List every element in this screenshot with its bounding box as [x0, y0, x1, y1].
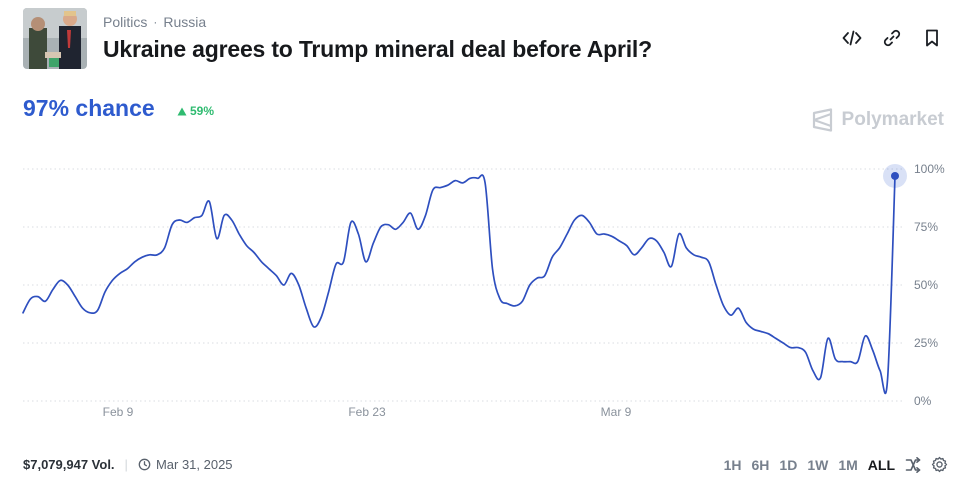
chance-delta: 59% [177, 104, 214, 118]
end-date: Mar 31, 2025 [138, 457, 233, 472]
range-6h[interactable]: 6H [751, 456, 770, 473]
category-link[interactable]: Politics [103, 14, 148, 30]
range-all[interactable]: ALL [867, 456, 895, 473]
end-date-text: Mar 31, 2025 [155, 457, 233, 472]
y-tick-label: 25% [914, 336, 938, 350]
market-title: Ukraine agrees to Trump mineral deal bef… [103, 36, 652, 62]
chance-value: 97% chance [23, 95, 155, 121]
y-tick-label: 50% [914, 278, 938, 292]
market-thumbnail [23, 8, 87, 69]
header-actions [840, 26, 944, 50]
breadcrumb: Politics · Russia [103, 14, 206, 30]
end-marker-dot [891, 171, 899, 180]
time-range-selector: 1H 6H 1D 1W 1M ALL [724, 456, 948, 473]
x-tick-label: Feb 23 [348, 405, 386, 419]
range-1w[interactable]: 1W [807, 456, 829, 473]
range-1h[interactable]: 1H [723, 456, 742, 473]
y-axis-ticks: 0% 25% 50% 75% 100% [914, 162, 945, 408]
copy-link-button[interactable] [880, 26, 904, 50]
clock-icon [138, 458, 151, 471]
embed-icon [842, 30, 862, 46]
y-tick-label: 0% [914, 394, 932, 408]
footer-separator: | [124, 457, 128, 472]
y-tick-label: 100% [914, 162, 945, 176]
shuffle-icon[interactable] [905, 456, 921, 473]
range-1m[interactable]: 1M [838, 456, 858, 473]
volume-value: $7,079,947 Vol. [23, 457, 115, 472]
brand-name: Polymarket [841, 109, 944, 130]
link-icon [883, 29, 901, 47]
chart-grid [23, 168, 905, 402]
price-line [22, 174, 896, 395]
triangle-up-icon [177, 107, 187, 115]
x-axis-ticks: Feb 9 Feb 23 Mar 9 [103, 405, 632, 419]
market-footer: $7,079,947 Vol. | Mar 31, 2025 [23, 457, 233, 472]
bookmark-icon [926, 29, 938, 47]
subcategory-link[interactable]: Russia [163, 14, 207, 30]
delta-value: 59% [190, 104, 215, 118]
breadcrumb-separator: · [153, 15, 158, 29]
x-tick-label: Mar 9 [601, 405, 632, 419]
gear-icon[interactable] [931, 456, 948, 473]
range-1d[interactable]: 1D [779, 456, 798, 473]
x-tick-label: Feb 9 [103, 405, 134, 419]
price-chart: 0% 25% 50% 75% 100% Feb 9 Feb 23 Mar 9 [22, 162, 945, 419]
y-tick-label: 75% [914, 220, 938, 234]
brand-watermark: Polymarket [812, 108, 944, 132]
embed-button[interactable] [840, 26, 864, 50]
polymarket-logo-icon [812, 108, 832, 132]
bookmark-button[interactable] [920, 26, 944, 50]
